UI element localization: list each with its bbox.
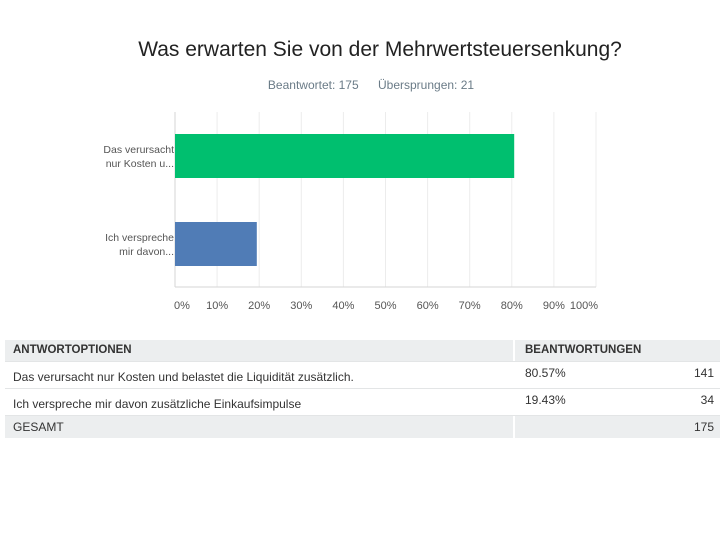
x-tick-label: 90%	[543, 300, 565, 312]
x-tick-label: 60%	[417, 300, 439, 312]
x-tick-label: 20%	[248, 300, 270, 312]
category-label: nur Kosten u...	[106, 158, 174, 170]
row-label: Ich verspreche mir davon zusätzliche Ein…	[13, 397, 302, 411]
row-label: Das verursacht nur Kosten und belastet d…	[13, 370, 354, 384]
skipped-count: Übersprungen: 21	[378, 78, 475, 92]
results-table: ANTWORTOPTIONEN BEANTWORTUNGEN Das verur…	[5, 340, 720, 438]
header-options: ANTWORTOPTIONEN	[13, 344, 132, 356]
bar	[175, 134, 515, 178]
row-percent: 80.57%	[525, 366, 566, 380]
row-count: 34	[700, 393, 714, 407]
total-count: 175	[693, 420, 714, 434]
x-tick-label: 100%	[570, 300, 598, 312]
x-tick-label: 0%	[174, 300, 190, 312]
chart-title: Was erwarten Sie von der Mehrwertsteuers…	[138, 38, 622, 61]
total-label: GESAMT	[13, 420, 64, 434]
row-count: 141	[693, 366, 714, 380]
total-row: GESAMT 175	[5, 416, 720, 438]
answered-count: Beantwortet: 175	[267, 78, 359, 92]
category-label: Ich verspreche	[105, 232, 174, 244]
response-summary: Beantwortet: 175 Übersprungen: 21	[0, 78, 720, 92]
category-label: mir davon...	[119, 246, 174, 258]
table-row: Ich verspreche mir davon zusätzliche Ein…	[5, 389, 720, 416]
table-row: Das verursacht nur Kosten und belastet d…	[5, 362, 720, 389]
header-responses: BEANTWORTUNGEN	[513, 340, 720, 361]
x-tick-label: 40%	[332, 300, 354, 312]
bar	[175, 222, 257, 266]
x-tick-label: 10%	[206, 300, 228, 312]
x-tick-label: 80%	[501, 300, 523, 312]
x-tick-label: 70%	[459, 300, 481, 312]
bar-chart: 0% 10% 20% 30% 40% 50% 60% 70% 80% 90% 100% Das ver…	[103, 112, 598, 312]
category-label: Das verursacht	[103, 144, 174, 156]
table-header: ANTWORTOPTIONEN BEANTWORTUNGEN	[5, 340, 720, 362]
x-tick-label: 30%	[290, 300, 312, 312]
row-percent: 19.43%	[525, 393, 566, 407]
x-tick-label: 50%	[374, 300, 396, 312]
